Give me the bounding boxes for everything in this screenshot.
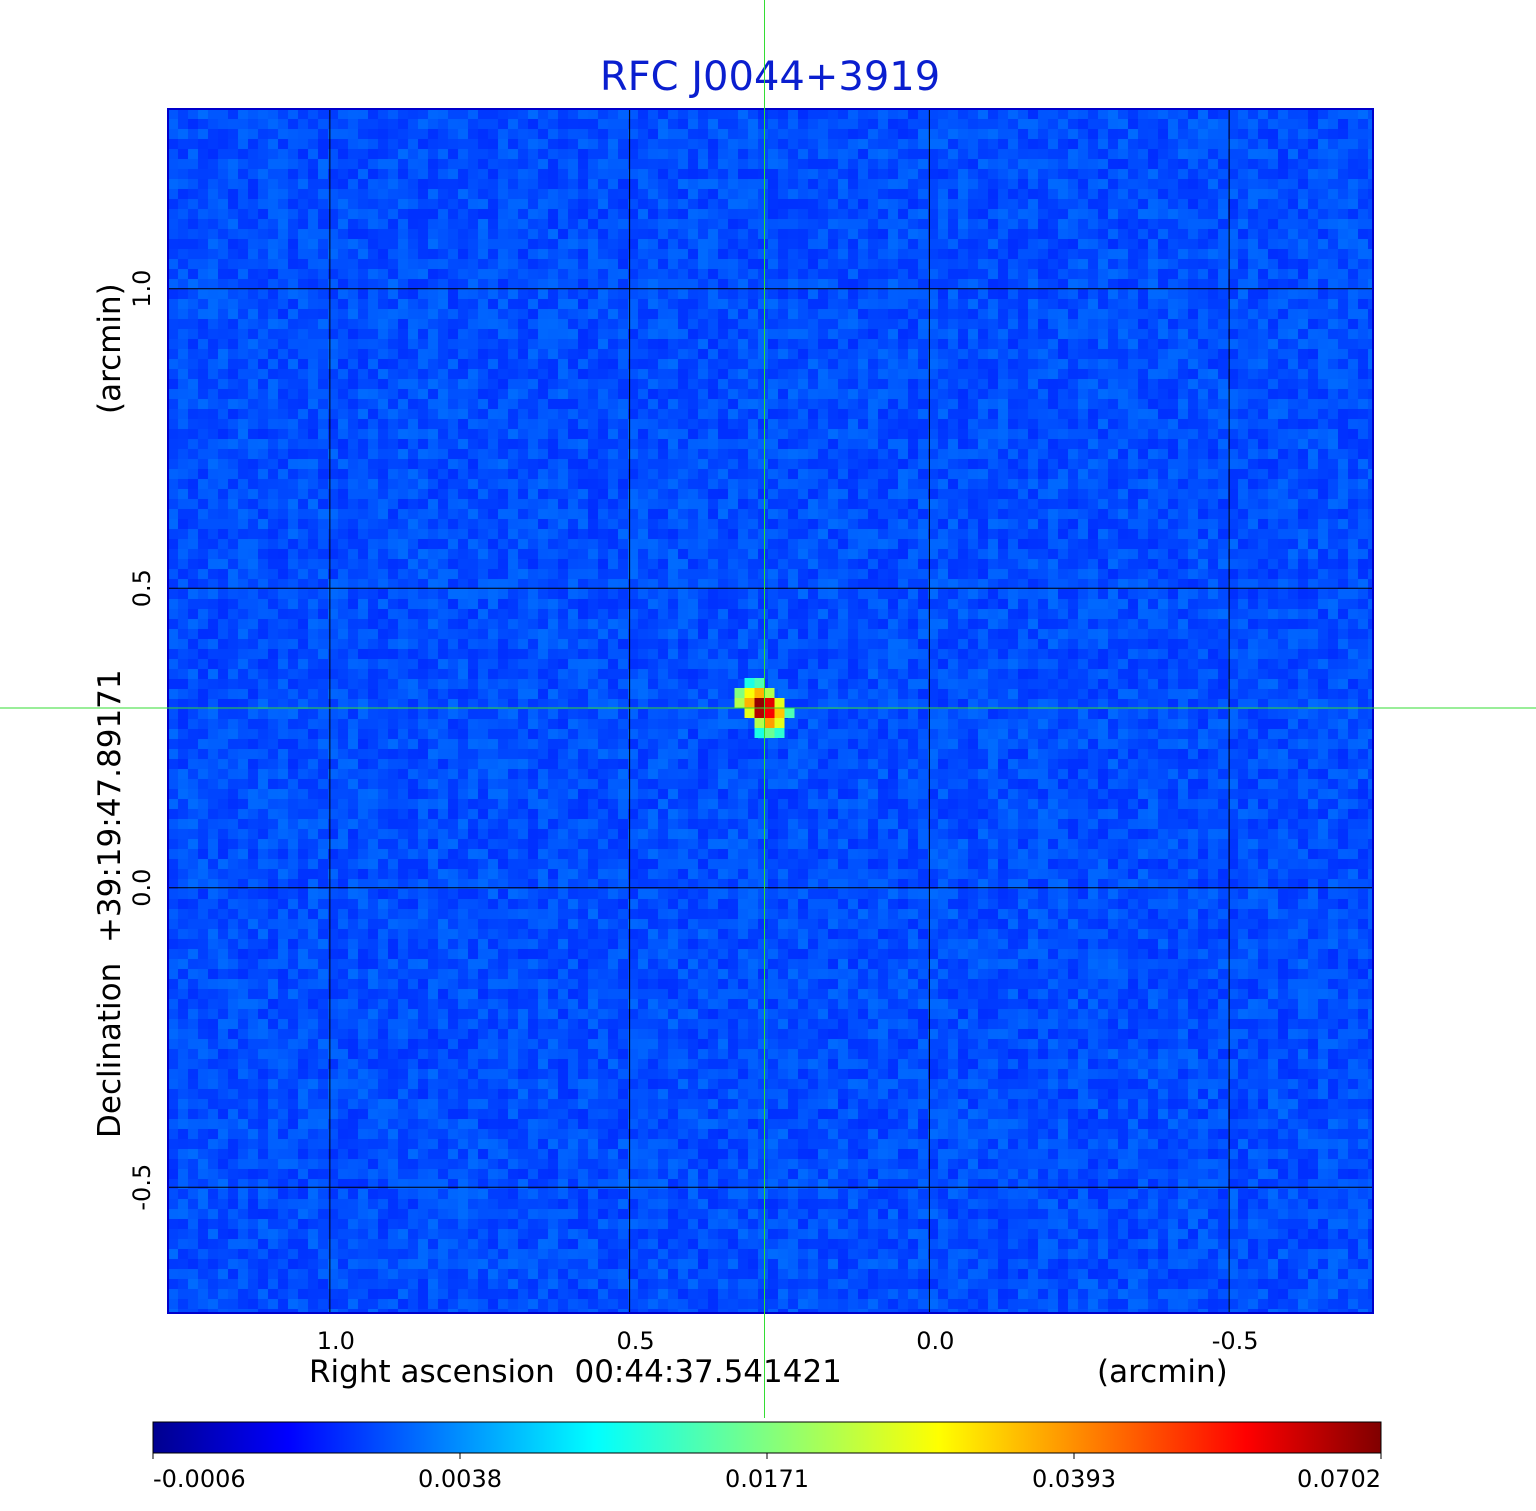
crosshair [0, 0, 1536, 1418]
plot-area [168, 109, 1373, 1313]
colorbar [152, 1421, 1382, 1454]
y-tick-label: 1.0 [128, 270, 156, 308]
x-axis-unit: (arcmin) [1097, 1354, 1228, 1390]
x-tick-label: 0.0 [916, 1327, 954, 1355]
colorbar-tick-label: 0.0393 [1032, 1465, 1116, 1493]
x-tick-label: 0.5 [617, 1327, 655, 1355]
colorbar-tick-labels: -0.0006 0.0038 0.0171 0.0393 0.0702 [152, 1453, 1382, 1493]
y-tick-label: -0.5 [128, 1164, 156, 1211]
plot-frame [167, 108, 1374, 1314]
grid-lines [168, 109, 1373, 1313]
x-tick-label: 1.0 [317, 1327, 355, 1355]
colorbar-tick-label: -0.0006 [153, 1465, 246, 1493]
y-tick-labels: -0.5 0.0 0.5 1.0 [128, 270, 156, 1211]
colorbar-tick-label: 0.0702 [1297, 1465, 1381, 1493]
x-axis-label: Right ascension 00:44:37.541421 [309, 1354, 842, 1390]
colorbar-tick-label: 0.0171 [725, 1465, 809, 1493]
y-tick-label: 0.5 [128, 569, 156, 607]
chart-title: RFC J0044+3919 [600, 54, 940, 100]
y-tick-label: 0.0 [128, 869, 156, 907]
radio-source [734, 678, 795, 739]
x-tick-labels: 1.0 0.5 0.0 -0.5 [317, 1327, 1259, 1355]
y-axis-label: Declination +39:19:47.89171 [92, 669, 128, 1138]
noise-pixels [168, 109, 1373, 1313]
colorbar-tick-label: 0.0038 [418, 1465, 502, 1493]
y-axis-unit: (arcmin) [92, 283, 128, 414]
x-tick-label: -0.5 [1212, 1327, 1259, 1355]
